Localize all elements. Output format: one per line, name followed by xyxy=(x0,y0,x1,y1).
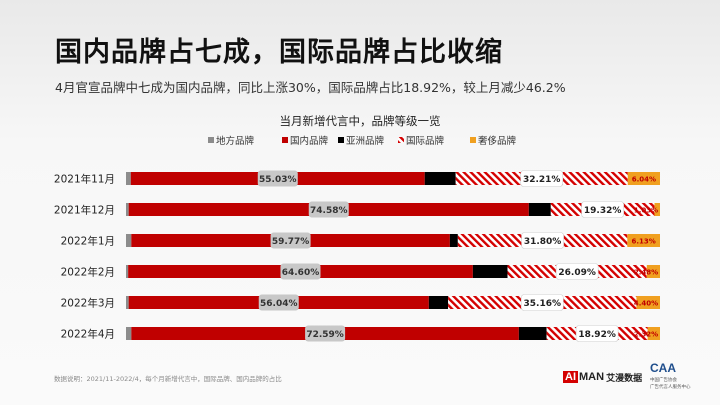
data-label-bg-domestic xyxy=(270,232,311,249)
bar-segment-local xyxy=(126,172,131,185)
bar-segment-asia xyxy=(449,234,458,247)
bar-segment-asia xyxy=(518,327,547,340)
category-label: 2021年12月 xyxy=(54,204,115,217)
data-label-bg-intl xyxy=(575,325,619,342)
data-label-domestic: 55.03% xyxy=(259,175,297,185)
bar-segment-local xyxy=(126,234,132,247)
aiman-logo: AI MAN 艾漫数据 xyxy=(563,371,643,383)
category-label: 2022年1月 xyxy=(61,235,115,248)
bar-segment-luxury xyxy=(627,234,660,247)
bar-segment-luxury xyxy=(646,265,660,278)
legend-swatch-domestic xyxy=(282,137,288,143)
bar-segment-asia xyxy=(424,172,456,185)
category-label: 2022年4月 xyxy=(61,328,115,341)
data-label-intl: 19.32% xyxy=(584,206,622,216)
legend-label-local: 地方品牌 xyxy=(216,135,255,147)
data-label-domestic: 59.77% xyxy=(272,237,310,247)
page-subtitle: 4月官宣品牌中七成为国内品牌，同比上涨30%，国际品牌占比18.92%，较上月减… xyxy=(55,80,566,95)
legend-label-intl: 国际品牌 xyxy=(406,135,445,147)
data-label-intl: 32.21% xyxy=(523,175,561,185)
caa-logo: CAA 中国广告协会 广告代言人服务中心 xyxy=(650,361,691,390)
bar-segment-local xyxy=(126,327,132,340)
data-label-domestic: 72.59% xyxy=(306,330,344,340)
bar-segment-luxury xyxy=(627,172,660,185)
data-label-bg-intl xyxy=(520,294,564,311)
bar-segment-local xyxy=(126,296,129,309)
footnote: 数据说明：2021/11-2022/4，每个月新增代言中，国际品牌、国内品牌的占… xyxy=(54,375,282,383)
bar-segment-asia xyxy=(472,265,508,278)
data-label-intl: 26.09% xyxy=(558,268,596,278)
data-label-domestic: 56.04% xyxy=(260,299,298,309)
data-label-intl: 31.80% xyxy=(524,237,562,247)
bar-segment-luxury xyxy=(647,327,660,340)
legend-swatch-intl xyxy=(398,137,404,143)
bar-segment-local xyxy=(126,203,129,216)
chart-legend: 地方品牌 国内品牌 亚洲品牌 国际品牌 奢侈品牌 xyxy=(208,135,517,147)
bar-segment-asia xyxy=(428,296,449,309)
data-label-bg-domestic xyxy=(257,170,298,187)
legend-label-luxury: 奢侈品牌 xyxy=(478,135,517,147)
legend-label-domestic: 国内品牌 xyxy=(290,135,329,147)
bar-segment-local xyxy=(126,265,129,278)
data-label-intl: 18.92% xyxy=(578,330,616,340)
data-label-bg-intl xyxy=(555,263,599,280)
bar-segment-asia xyxy=(528,203,551,216)
data-label-domestic: 64.60% xyxy=(282,268,320,278)
bar-segment-luxury xyxy=(636,296,660,309)
data-label-bg-intl xyxy=(521,232,564,249)
data-label-luxury: 6.04% xyxy=(632,176,656,184)
data-label-domestic: 74.58% xyxy=(310,206,348,216)
data-label-bg-intl xyxy=(581,201,624,218)
legend-swatch-local xyxy=(208,137,214,143)
data-label-bg-domestic xyxy=(280,263,321,280)
data-label-bg-domestic xyxy=(305,325,346,342)
page-title: 国内品牌占七成，国际品牌占比收缩 xyxy=(55,37,503,68)
legend-swatch-luxury xyxy=(470,137,476,143)
legend-swatch-asia xyxy=(338,137,344,143)
chart-title: 当月新增代言中，品牌等级一览 xyxy=(280,114,441,128)
data-label-bg-intl xyxy=(520,170,564,187)
category-label: 2022年2月 xyxy=(61,266,115,279)
legend-label-asia: 亚洲品牌 xyxy=(346,135,385,147)
data-label-luxury: 6.13% xyxy=(632,238,656,246)
data-label-intl: 35.16% xyxy=(524,299,562,309)
data-label-luxury: 2.48% xyxy=(634,269,658,277)
category-label: 2021年11月 xyxy=(54,173,115,186)
data-label-bg-domestic xyxy=(258,294,299,311)
data-label-luxury: 1.03% xyxy=(634,207,658,215)
bars-group: 2021年11月 55.03% 32.21% 6.04% 2021年12月 74.58% 1… xyxy=(54,170,660,342)
data-label-luxury: 4.40% xyxy=(634,300,658,308)
category-label: 2022年3月 xyxy=(61,297,115,310)
data-label-bg-domestic xyxy=(308,201,349,218)
data-label-luxury: 2.32% xyxy=(634,331,658,339)
bar-segment-luxury xyxy=(654,203,660,216)
